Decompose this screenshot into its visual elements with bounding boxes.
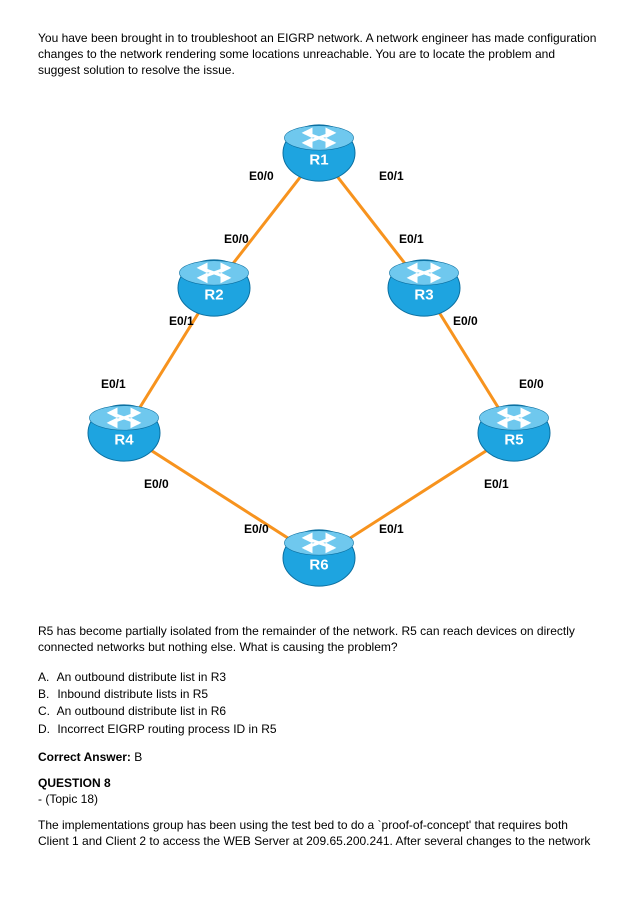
svg-text:E0/0: E0/0 [144, 477, 169, 491]
network-diagram: E0/0 E0/0 E0/1 E0/1 E0/1 E0/1 E0/0 E0/0 E0/0 E0/0… [49, 93, 589, 613]
svg-text:E0/1: E0/1 [484, 477, 509, 491]
svg-text:E0/1: E0/1 [101, 377, 126, 391]
svg-text:R3: R3 [414, 286, 433, 303]
svg-text:E0/0: E0/0 [519, 377, 544, 391]
svg-text:E0/0: E0/0 [249, 169, 274, 183]
svg-text:E0/0: E0/0 [453, 314, 478, 328]
correct-answer-value: B [134, 750, 142, 764]
choice-b: B. Inbound distribute lists in R5 [38, 686, 600, 702]
svg-text:E0/0: E0/0 [224, 232, 249, 246]
svg-text:R1: R1 [309, 151, 328, 168]
svg-text:R2: R2 [204, 286, 223, 303]
svg-text:E0/1: E0/1 [169, 314, 194, 328]
choice-text: Incorrect EIGRP routing process ID in R5 [57, 722, 276, 736]
svg-text:E0/0: E0/0 [244, 522, 269, 536]
choice-text: An outbound distribute list in R6 [57, 704, 226, 718]
svg-text:E0/1: E0/1 [379, 169, 404, 183]
choice-d: D. Incorrect EIGRP routing process ID in… [38, 721, 600, 737]
choice-letter: A. [38, 669, 54, 685]
trailing-paragraph: The implementations group has been using… [38, 817, 600, 849]
correct-answer-label: Correct Answer: [38, 750, 131, 764]
choice-a: A. An outbound distribute list in R3 [38, 669, 600, 685]
correct-answer-line: Correct Answer: B [38, 749, 600, 765]
svg-text:R5: R5 [504, 431, 523, 448]
choice-text: Inbound distribute lists in R5 [57, 687, 208, 701]
svg-text:E0/1: E0/1 [379, 522, 404, 536]
question-paragraph: R5 has become partially isolated from th… [38, 623, 600, 655]
choice-letter: C. [38, 703, 54, 719]
intro-paragraph: You have been brought in to troubleshoot… [38, 30, 600, 79]
choice-text: An outbound distribute list in R3 [57, 670, 226, 684]
next-question-heading: QUESTION 8 [38, 775, 600, 791]
svg-text:R4: R4 [114, 431, 134, 448]
next-question-topic: - (Topic 18) [38, 791, 600, 807]
svg-text:R6: R6 [309, 556, 328, 573]
choice-c: C. An outbound distribute list in R6 [38, 703, 600, 719]
answer-choices: A. An outbound distribute list in R3 B. … [38, 669, 600, 737]
choice-letter: B. [38, 686, 54, 702]
choice-letter: D. [38, 721, 54, 737]
svg-text:E0/1: E0/1 [399, 232, 424, 246]
